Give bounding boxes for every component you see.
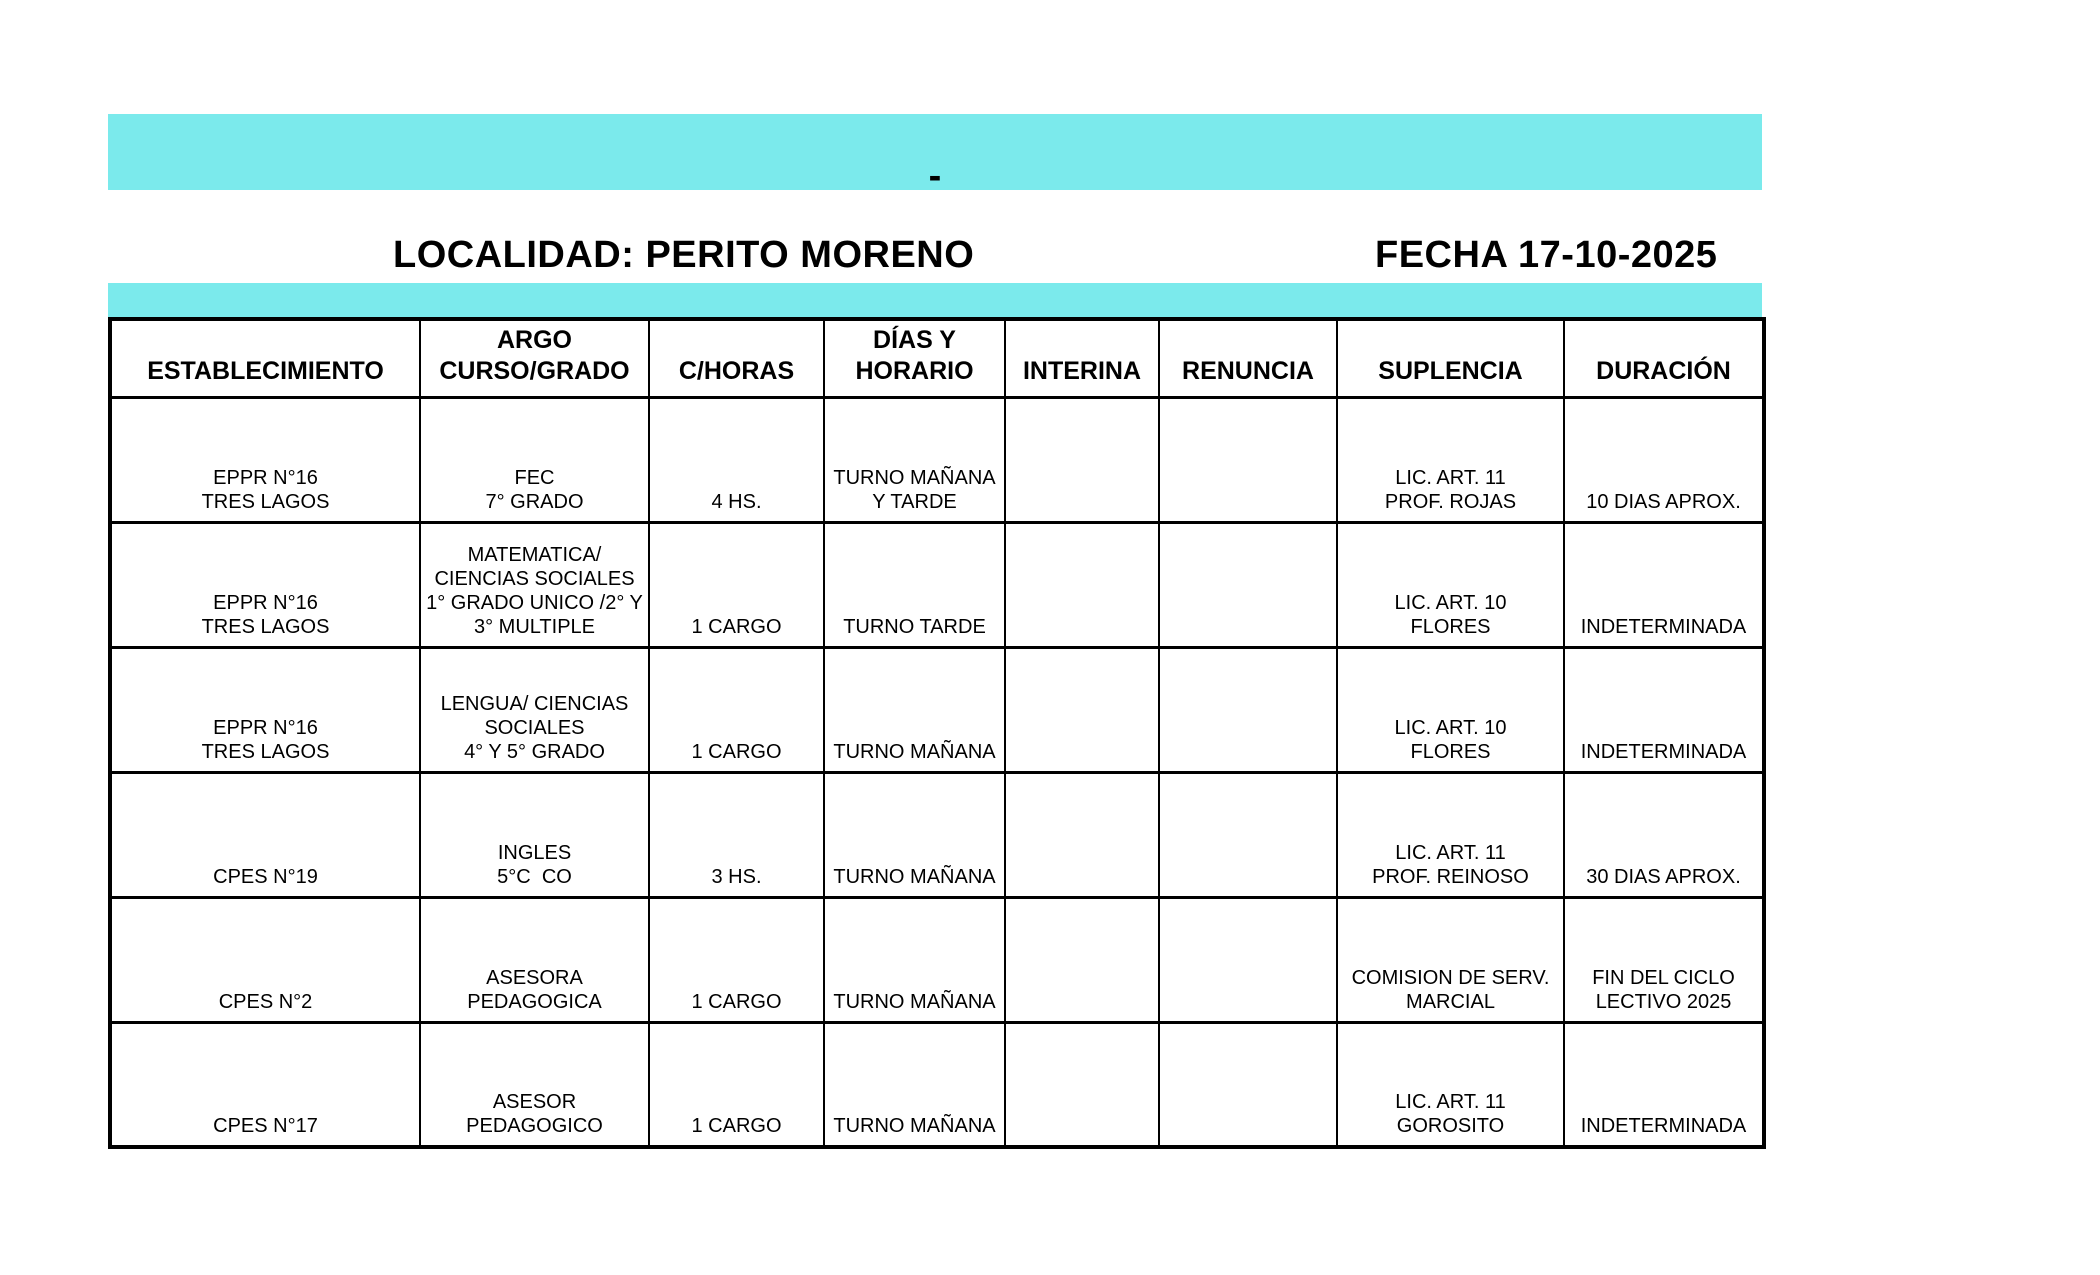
cell-renuncia	[1158, 1020, 1338, 1149]
cell-duracion: INDETERMINADA	[1563, 1020, 1765, 1149]
cell-dias-y-horario: TURNO MAÑANA	[823, 770, 1006, 899]
cell-duracion: INDETERMINADA	[1563, 645, 1765, 774]
cell-renuncia	[1158, 895, 1338, 1024]
date-title: FECHA 17-10-2025	[1375, 234, 1718, 276]
cell-dias-y-horario: TURNO MAÑANA Y TARDE	[823, 395, 1006, 524]
cell-suplencia: LIC. ART. 11 PROF. REINOSO	[1336, 770, 1565, 899]
cell-interina	[1004, 395, 1160, 524]
table-row: EPPR N°16 TRES LAGOS MATEMATICA/ CIENCIA…	[109, 520, 1765, 649]
cell-interina	[1004, 520, 1160, 649]
cell-establecimiento: EPPR N°16 TRES LAGOS	[109, 520, 421, 649]
cell-dias-y-horario: TURNO TARDE	[823, 520, 1006, 649]
cell-argo-curso-grado: MATEMATICA/ CIENCIAS SOCIALES 1° GRADO U…	[419, 520, 650, 649]
cell-argo-curso-grado: INGLES 5°C CO	[419, 770, 650, 899]
cell-argo-curso-grado: FEC 7° GRADO	[419, 395, 650, 524]
cell-establecimiento: CPES N°2	[109, 895, 421, 1024]
cell-suplencia: LIC. ART. 10 FLORES	[1336, 520, 1565, 649]
cell-argo-curso-grado: LENGUA/ CIENCIAS SOCIALES 4° Y 5° GRADO	[419, 645, 650, 774]
assignments-table: ESTABLECIMIENTO ARGO CURSO/GRADO C/HORAS…	[108, 317, 1766, 1149]
cell-renuncia	[1158, 645, 1338, 774]
cell-suplencia: LIC. ART. 11 PROF. ROJAS	[1336, 395, 1565, 524]
locality-title: LOCALIDAD: PERITO MORENO	[393, 234, 975, 276]
cell-c-horas: 1 CARGO	[648, 520, 825, 649]
col-header-duracion: DURACIÓN	[1563, 317, 1765, 399]
table-row: EPPR N°16 TRES LAGOS FEC 7° GRADO 4 HS. …	[109, 395, 1765, 524]
table-row: CPES N°17 ASESOR PEDAGOGICO 1 CARGO TURN…	[109, 1020, 1765, 1149]
cell-c-horas: 1 CARGO	[648, 645, 825, 774]
col-header-argo-curso-grado: ARGO CURSO/GRADO	[419, 317, 650, 399]
cell-suplencia: LIC. ART. 11 GOROSITO	[1336, 1020, 1565, 1149]
cell-dias-y-horario: TURNO MAÑANA	[823, 645, 1006, 774]
cell-dias-y-horario: TURNO MAÑANA	[823, 895, 1006, 1024]
cell-argo-curso-grado: ASESOR PEDAGOGICO	[419, 1020, 650, 1149]
table-row: EPPR N°16 TRES LAGOS LENGUA/ CIENCIAS SO…	[109, 645, 1765, 774]
cell-duracion: INDETERMINADA	[1563, 520, 1765, 649]
divider-strip	[108, 283, 1762, 317]
cell-interina	[1004, 895, 1160, 1024]
table-row: CPES N°19 INGLES 5°C CO 3 HS. TURNO MAÑA…	[109, 770, 1765, 899]
cell-c-horas: 4 HS.	[648, 395, 825, 524]
cell-duracion: FIN DEL CICLO LECTIVO 2025	[1563, 895, 1765, 1024]
cell-renuncia	[1158, 520, 1338, 649]
cell-dias-y-horario: TURNO MAÑANA	[823, 1020, 1006, 1149]
cell-suplencia: COMISION DE SERV. MARCIAL	[1336, 895, 1565, 1024]
cell-interina	[1004, 770, 1160, 899]
col-header-establecimiento: ESTABLECIMIENTO	[109, 317, 421, 399]
col-header-c-horas: C/HORAS	[648, 317, 825, 399]
cell-interina	[1004, 1020, 1160, 1149]
cell-renuncia	[1158, 395, 1338, 524]
col-header-renuncia: RENUNCIA	[1158, 317, 1338, 399]
cell-establecimiento: EPPR N°16 TRES LAGOS	[109, 645, 421, 774]
cell-c-horas: 1 CARGO	[648, 895, 825, 1024]
cell-interina	[1004, 645, 1160, 774]
col-header-dias-y-horario: DÍAS Y HORARIO	[823, 317, 1006, 399]
cell-renuncia	[1158, 770, 1338, 899]
cell-duracion: 10 DIAS APROX.	[1563, 395, 1765, 524]
header-row: ESTABLECIMIENTO ARGO CURSO/GRADO C/HORAS…	[109, 317, 1765, 399]
cell-duracion: 30 DIAS APROX.	[1563, 770, 1765, 899]
cell-argo-curso-grado: ASESORA PEDAGOGICA	[419, 895, 650, 1024]
cell-establecimiento: CPES N°17	[109, 1020, 421, 1149]
table-row: CPES N°2 ASESORA PEDAGOGICA 1 CARGO TURN…	[109, 895, 1765, 1024]
title-row: LOCALIDAD: PERITO MORENO FECHA 17-10-202…	[0, 233, 2100, 277]
top-banner	[108, 114, 1762, 190]
col-header-interina: INTERINA	[1004, 317, 1160, 399]
cell-c-horas: 3 HS.	[648, 770, 825, 899]
cell-suplencia: LIC. ART. 10 FLORES	[1336, 645, 1565, 774]
col-header-suplencia: SUPLENCIA	[1336, 317, 1565, 399]
cell-establecimiento: EPPR N°16 TRES LAGOS	[109, 395, 421, 524]
cell-c-horas: 1 CARGO	[648, 1020, 825, 1149]
cell-establecimiento: CPES N°19	[109, 770, 421, 899]
banner-dash-text: -	[928, 155, 942, 197]
